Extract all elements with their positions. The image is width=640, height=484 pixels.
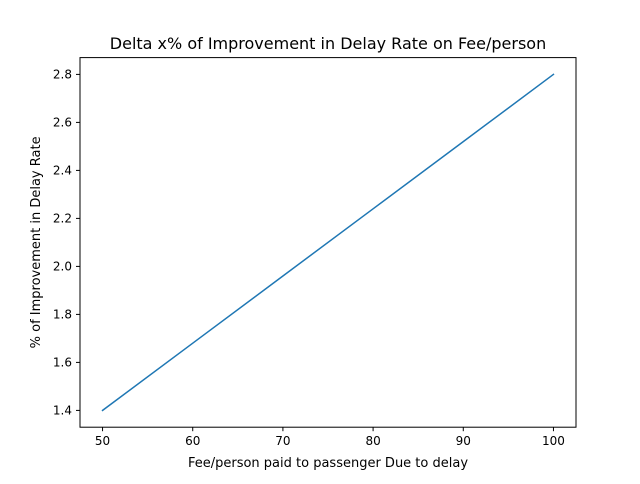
x-tick-label: 100	[542, 434, 565, 448]
series-line	[101, 73, 555, 412]
y-tick-label: 2.4	[53, 163, 72, 177]
y-tick-label: 1.8	[53, 307, 72, 321]
y-axis-label: % of Improvement in Delay Rate	[29, 136, 44, 348]
y-axis-ticks: 1.4 1.6 1.8 2.0 2.2 2.4 2.6 2.8	[53, 67, 80, 417]
chart-title: Delta x% of Improvement in Delay Rate on…	[110, 34, 546, 53]
y-tick-label: 1.4	[53, 403, 72, 417]
x-tick-label: 90	[456, 434, 471, 448]
x-tick-label: 80	[365, 434, 380, 448]
y-tick-label: 1.6	[53, 355, 72, 369]
x-tick-label: 50	[95, 434, 110, 448]
series-layer	[101, 73, 555, 412]
y-tick-label: 2.8	[53, 67, 72, 81]
x-tick-label: 60	[185, 434, 200, 448]
x-axis-label: Fee/person paid to passenger Due to dela…	[188, 456, 468, 471]
y-tick-label: 2.0	[53, 259, 72, 273]
x-axis-ticks: 50 60 70 80 90 100	[95, 427, 565, 448]
x-tick-label: 70	[275, 434, 290, 448]
plot-area-frame	[79, 57, 577, 428]
y-tick-label: 2.6	[53, 115, 72, 129]
y-tick-label: 2.2	[53, 211, 72, 225]
